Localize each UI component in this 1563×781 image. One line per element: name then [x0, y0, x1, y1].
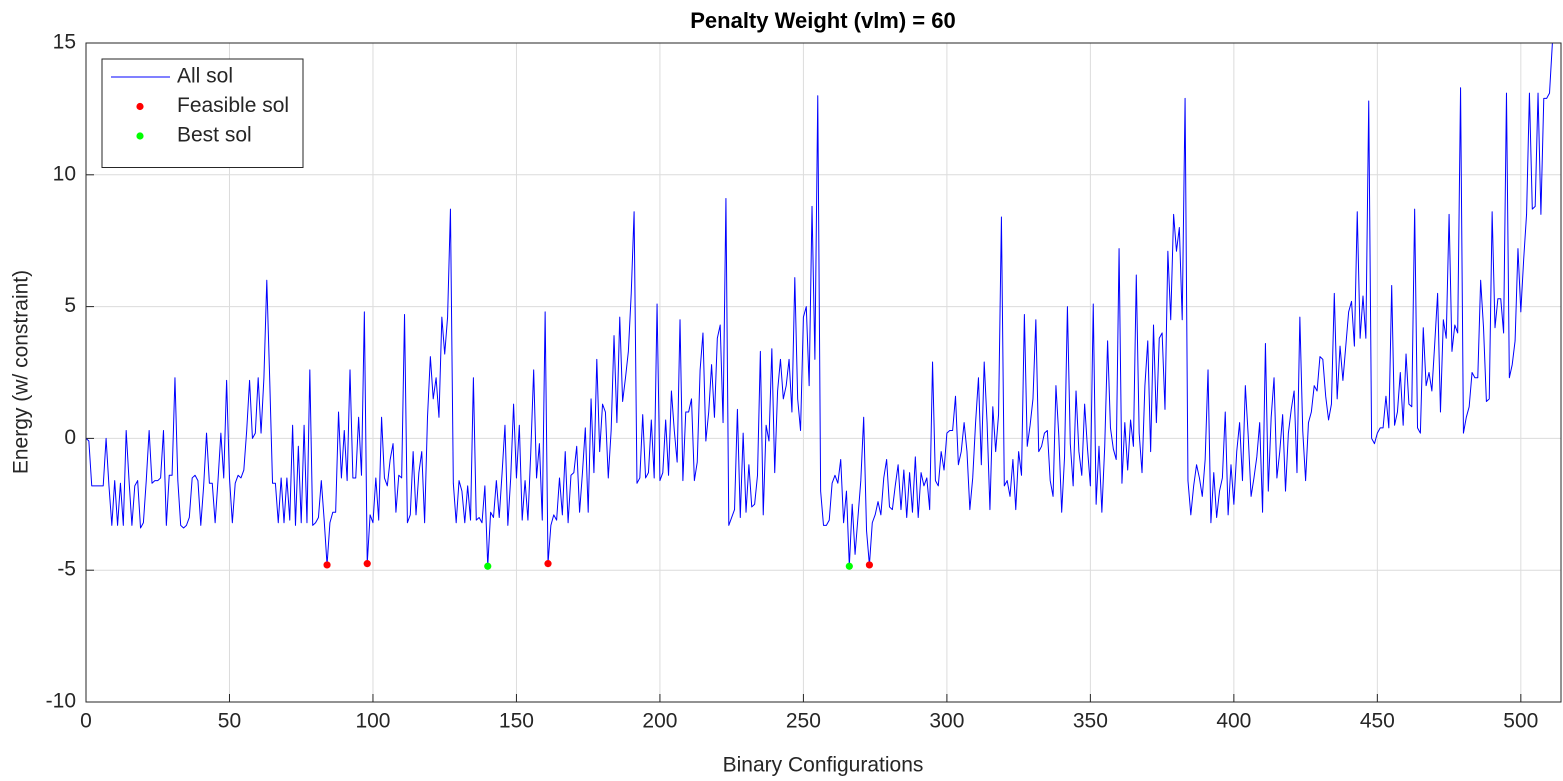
line-series [85, 42, 1553, 567]
point [323, 561, 331, 569]
y-tick-label: 15 [53, 31, 76, 54]
x-tick-label: 150 [499, 710, 534, 733]
point [363, 560, 371, 568]
point [484, 562, 492, 570]
axes-frame [85, 42, 1562, 703]
x-tick-label: 0 [80, 710, 92, 733]
marks [85, 42, 1553, 570]
y-tick-label: -5 [57, 558, 76, 581]
y-tick-label: -10 [46, 690, 76, 713]
x-tick-label: 450 [1360, 710, 1395, 733]
legend-label: Feasible sol [177, 94, 289, 117]
x-tick-label: 250 [786, 710, 821, 733]
y-tick-label: 10 [53, 162, 76, 185]
plot-area [86, 43, 1561, 702]
x-tick-label: 350 [1073, 710, 1108, 733]
point [845, 562, 853, 570]
x-tick-label: 100 [355, 710, 390, 733]
x-tick-label: 300 [929, 710, 964, 733]
x-tick-label: 200 [642, 710, 677, 733]
y-axis-label: Energy (w/ constraint) [10, 270, 33, 474]
x-tick-label: 400 [1216, 710, 1251, 733]
x-tick-label: 500 [1503, 710, 1538, 733]
x-axis-label: Binary Configurations [723, 754, 924, 777]
x-tick-label: 50 [218, 710, 241, 733]
legend-label: All sol [177, 65, 233, 88]
y-tick-label: 0 [64, 426, 76, 449]
legend-swatch [136, 102, 144, 111]
point [544, 560, 552, 568]
point [865, 561, 874, 569]
legend-swatch [136, 132, 144, 140]
y-tick-label: 5 [64, 294, 76, 317]
chart-title: Penalty Weight (vlm) = 60 [690, 8, 956, 33]
legend-label: Best sol [177, 124, 252, 147]
legend: All sol Feasible sol Best sol [101, 58, 304, 168]
